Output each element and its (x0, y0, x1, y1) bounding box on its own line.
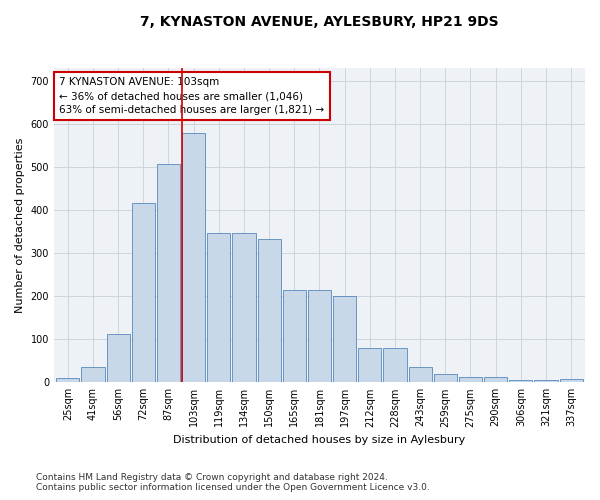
Bar (257, 239, 281, 382)
Bar (232, 232, 256, 382)
Bar (560, 379, 583, 382)
Bar (182, 133, 205, 382)
Bar (484, 376, 507, 382)
Title: 7, KYNASTON AVENUE, AYLESBURY, HP21 9DS: 7, KYNASTON AVENUE, AYLESBURY, HP21 9DS (140, 15, 499, 29)
Bar (82, 367, 104, 382)
Bar (409, 367, 432, 382)
Text: 7 KYNASTON AVENUE: 103sqm
← 36% of detached houses are smaller (1,046)
63% of se: 7 KYNASTON AVENUE: 103sqm ← 36% of detac… (59, 77, 325, 115)
Bar (107, 334, 130, 382)
Bar (509, 380, 532, 382)
Bar (283, 290, 306, 382)
Text: Contains HM Land Registry data © Crown copyright and database right 2024.: Contains HM Land Registry data © Crown c… (36, 472, 388, 482)
X-axis label: Distribution of detached houses by size in Aylesbury: Distribution of detached houses by size … (173, 435, 466, 445)
Bar (131, 204, 155, 382)
Bar (383, 348, 407, 382)
Bar (459, 376, 482, 382)
Y-axis label: Number of detached properties: Number of detached properties (15, 138, 25, 312)
Bar (157, 164, 180, 382)
Text: Contains public sector information licensed under the Open Government Licence v3: Contains public sector information licen… (36, 482, 430, 492)
Bar (434, 374, 457, 382)
Bar (207, 232, 230, 382)
Bar (333, 296, 356, 382)
Bar (535, 380, 557, 382)
Bar (308, 290, 331, 382)
Bar (56, 378, 79, 382)
Bar (358, 348, 382, 382)
